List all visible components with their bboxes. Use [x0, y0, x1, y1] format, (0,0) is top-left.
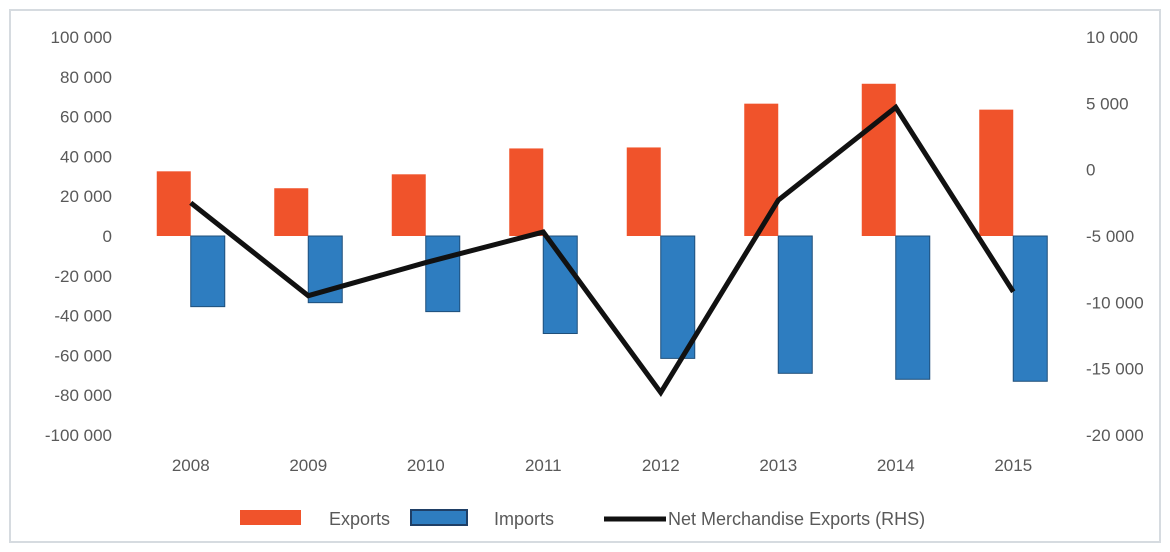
x-tick-label: 2010: [407, 456, 445, 475]
y-right-tick-label: 5 000: [1086, 94, 1129, 113]
imports-bar: [660, 235, 696, 359]
exports-bar: [861, 83, 896, 236]
x-tick-label: 2015: [994, 456, 1032, 475]
y-left-tick-label: 60 000: [60, 108, 112, 127]
imports-bar: [1012, 235, 1048, 382]
y-left-tick-label: -100 000: [45, 426, 112, 445]
imports-bar: [542, 235, 578, 335]
legend-label-exports: Exports: [329, 509, 390, 529]
x-tick-label: 2008: [172, 456, 210, 475]
legend-label-imports: Imports: [494, 509, 554, 529]
y-left-tick-label: -40 000: [54, 307, 112, 326]
y-right-tick-label: -15 000: [1086, 360, 1144, 379]
exports-bar: [274, 188, 309, 236]
imports-bar: [190, 235, 226, 308]
exports-bar: [744, 103, 779, 236]
x-tick-label: 2013: [759, 456, 797, 475]
x-tick-label: 2009: [289, 456, 327, 475]
exports-bar: [509, 148, 544, 236]
y-left-tick-label: -60 000: [54, 346, 112, 365]
y-left-tick-label: -80 000: [54, 386, 112, 405]
exports-bar: [156, 171, 191, 236]
y-left-tick-label: 100 000: [51, 28, 112, 47]
y-left-tick-label: 0: [103, 227, 112, 246]
y-left-tick-label: 20 000: [60, 187, 112, 206]
y-right-tick-label: -10 000: [1086, 293, 1144, 312]
y-left-tick-label: 80 000: [60, 68, 112, 87]
y-left-tick-label: 40 000: [60, 147, 112, 166]
exports-bar: [391, 174, 426, 236]
legend-label-net: Net Merchandise Exports (RHS): [668, 509, 925, 529]
legend-swatch-imports: [410, 509, 468, 526]
x-tick-label: 2014: [877, 456, 915, 475]
net-exports-line: [189, 103, 1016, 398]
y-right-tick-label: -20 000: [1086, 426, 1144, 445]
y-right-tick-label: -5 000: [1086, 227, 1134, 246]
exports-bar: [979, 109, 1014, 236]
exports-bar: [626, 147, 661, 236]
imports-bar: [425, 235, 461, 313]
y-right-tick-label: 0: [1086, 161, 1095, 180]
y-left-tick-label: -20 000: [54, 267, 112, 286]
x-tick-label: 2012: [642, 456, 680, 475]
imports-bar: [895, 235, 931, 380]
y-right-tick-label: 10 000: [1086, 28, 1138, 47]
imports-bar: [777, 235, 813, 374]
legend-swatch-exports: [240, 510, 301, 525]
x-tick-label: 2011: [525, 456, 562, 475]
